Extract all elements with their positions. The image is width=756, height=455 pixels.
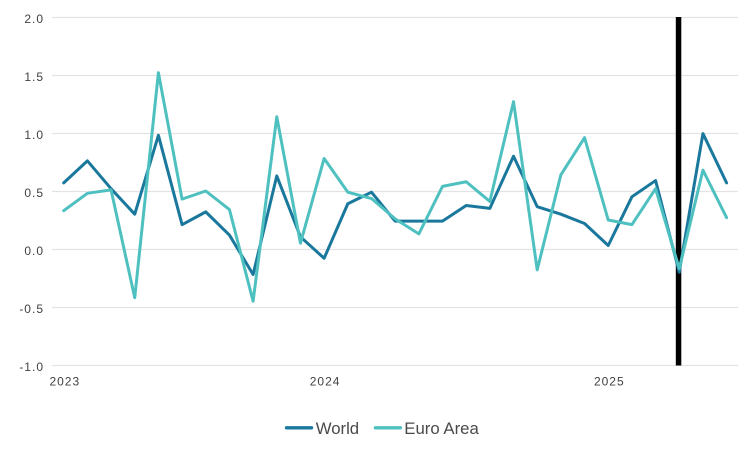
svg-text:2024: 2024	[310, 375, 341, 389]
svg-text:1.0: 1.0	[24, 128, 44, 142]
svg-text:-0.5: -0.5	[19, 302, 44, 316]
svg-text:2025: 2025	[594, 375, 625, 389]
svg-text:0.0: 0.0	[24, 244, 44, 258]
svg-text:1.5: 1.5	[24, 70, 44, 84]
svg-text:0.5: 0.5	[24, 186, 44, 200]
svg-text:-1.0: -1.0	[19, 360, 44, 374]
svg-text:Euro Area: Euro Area	[404, 419, 479, 438]
svg-text:2023: 2023	[49, 375, 80, 389]
svg-text:World: World	[316, 419, 359, 438]
svg-text:2.0: 2.0	[24, 12, 44, 26]
